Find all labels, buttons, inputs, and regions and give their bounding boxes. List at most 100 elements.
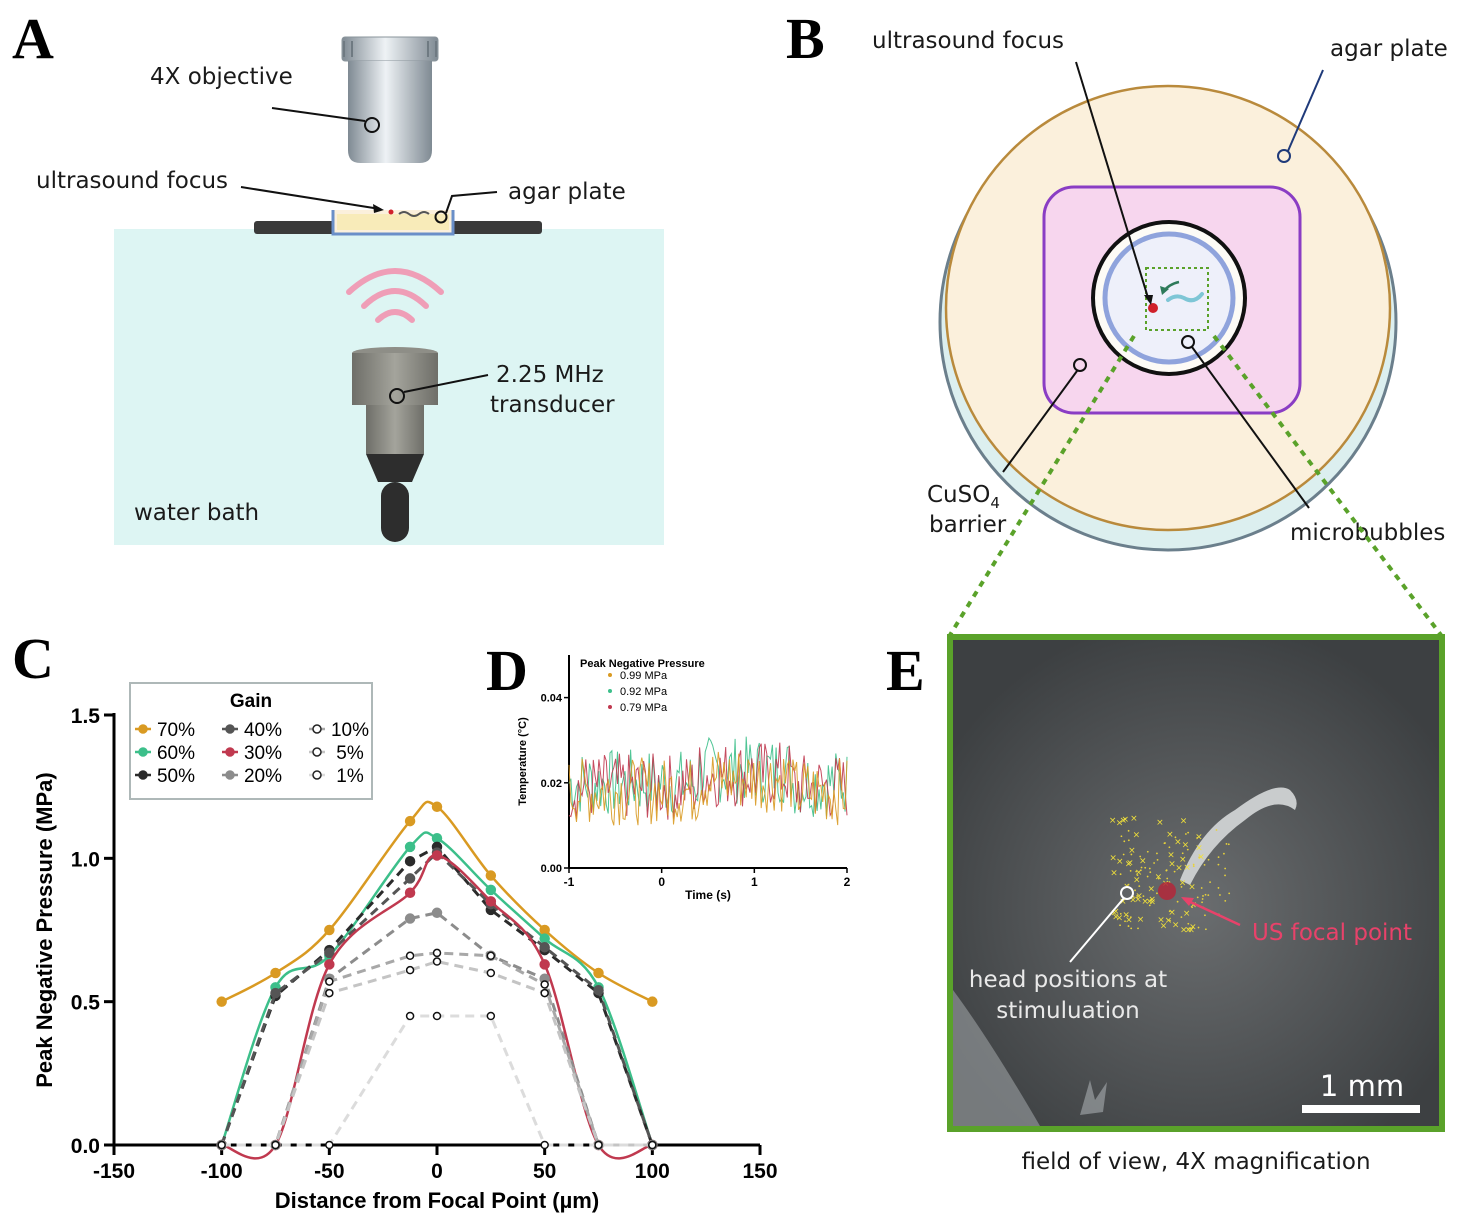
head-dot xyxy=(1166,877,1169,880)
head-dot xyxy=(1124,920,1126,923)
head-mark: × xyxy=(1137,915,1145,925)
point-70% xyxy=(216,996,227,1007)
head-mark: × xyxy=(1139,856,1147,866)
head-label-1: head positions at xyxy=(969,967,1167,993)
head-dot xyxy=(1196,896,1199,899)
head-dot xyxy=(1191,906,1194,909)
micrograph xyxy=(953,640,1439,1126)
point-70% xyxy=(431,801,443,812)
head-dot xyxy=(1204,914,1206,917)
legend-marker-d xyxy=(608,673,612,677)
head-mark: × xyxy=(1125,860,1133,870)
series-line-5% xyxy=(221,959,653,1147)
us-focal-spot xyxy=(1158,882,1176,900)
head-dot xyxy=(1209,881,1211,884)
head-dot xyxy=(1134,889,1136,892)
panel-b: B ultrasound focus agar plate CuSO4 barr… xyxy=(786,6,1448,637)
point-70% xyxy=(485,870,497,881)
head-dot xyxy=(1129,916,1132,919)
head-dot xyxy=(1227,843,1230,846)
point-70% xyxy=(593,967,604,979)
head-dot xyxy=(1180,916,1183,918)
head-dot xyxy=(1217,863,1220,866)
head-dot xyxy=(1181,852,1184,855)
head-label-2: stimuluation xyxy=(996,998,1140,1024)
point-30% xyxy=(485,896,497,907)
water-bath-label: water bath xyxy=(134,500,259,526)
point-10% xyxy=(540,980,549,989)
legend-label-d-0.92 MPa: 0.92 MPa xyxy=(620,686,668,698)
head-mark: × xyxy=(1179,855,1187,865)
panel-d: D -1 0 1 2 0.00 0.02 0.04 Time (s) Temperature (… xyxy=(486,638,851,902)
head-dot xyxy=(1187,831,1190,834)
legend-marker-30% xyxy=(225,747,235,757)
head-mark: × xyxy=(1183,863,1191,873)
x-tick-label-d: -1 xyxy=(564,875,575,889)
x-tick-label-c: 50 xyxy=(533,1160,556,1183)
point-10% xyxy=(432,948,442,958)
head-mark: × xyxy=(1185,926,1193,936)
x-tick-label-d: 2 xyxy=(844,875,851,889)
legend-marker-10% xyxy=(312,724,322,734)
head-dot xyxy=(1126,914,1129,917)
x-tick-label-d: 1 xyxy=(751,875,758,889)
point-10% xyxy=(325,977,334,986)
head-mark: × xyxy=(1146,897,1154,907)
y-tick-label-c: 0.0 xyxy=(71,1135,100,1158)
cuso4-barrier-outline xyxy=(1042,185,1302,415)
x-tick-label-c: 0 xyxy=(431,1160,443,1183)
micrograph-caption: field of view, 4X magnification xyxy=(1021,1149,1370,1175)
head-mark: × xyxy=(1149,897,1157,907)
head-mark: × xyxy=(1172,921,1180,931)
head-position-marks: ×××××××××× ×××××××××××××××××××××××××× ××××… xyxy=(1109,814,1231,936)
x-tick-label-c: 100 xyxy=(635,1160,670,1183)
head-dot xyxy=(1119,924,1121,927)
legend-c-frame xyxy=(129,682,373,800)
point-20% xyxy=(431,907,443,919)
micrograph-frame xyxy=(947,634,1445,1132)
point-60% xyxy=(431,833,443,844)
head-dot xyxy=(1202,895,1204,897)
head-dot xyxy=(1163,842,1166,845)
legend-d-title: Peak Negative Pressure xyxy=(580,658,705,670)
head-mark: × xyxy=(1180,926,1188,936)
point-10% xyxy=(405,951,415,961)
head-dot xyxy=(1201,898,1204,900)
head-dot xyxy=(1127,925,1130,927)
head-dot xyxy=(1203,863,1206,866)
x-tick-label-d: 0 xyxy=(658,875,665,889)
series-line-1% xyxy=(221,1014,653,1147)
head-dot xyxy=(1144,866,1147,869)
head-dot xyxy=(1168,910,1171,913)
head-dot xyxy=(1207,894,1210,897)
head-dot xyxy=(1127,883,1130,886)
x-tick-label-c: -50 xyxy=(314,1160,344,1183)
head-dot xyxy=(1225,843,1228,845)
head-dot xyxy=(1139,869,1142,872)
head-mark: × xyxy=(1165,916,1173,926)
point-1% xyxy=(271,1140,280,1150)
head-dot xyxy=(1217,887,1220,889)
head-dot xyxy=(1197,926,1200,929)
legend-label-50%: 50% xyxy=(157,766,195,787)
head-mark: × xyxy=(1128,846,1136,856)
head-mark: × xyxy=(1109,816,1117,826)
head-dot xyxy=(1217,856,1220,858)
cuso4-label: CuSO4 xyxy=(927,482,1000,512)
head-mark: × xyxy=(1135,892,1143,902)
fov-box xyxy=(1145,267,1209,331)
y-tick-label-c: 1.5 xyxy=(71,705,101,728)
head-dot xyxy=(1223,852,1225,855)
head-mark: × xyxy=(1183,909,1191,919)
legend-label-1%: 1% xyxy=(336,766,364,787)
panel-e-letter: E xyxy=(886,638,925,703)
panel-c-letter: C xyxy=(12,626,54,691)
head-dot xyxy=(1224,899,1227,902)
head-mark: × xyxy=(1156,818,1164,828)
point-1% xyxy=(432,1011,442,1021)
point-70% xyxy=(647,996,658,1007)
point-10% xyxy=(486,951,496,961)
legend-label-d-0.99 MPa: 0.99 MPa xyxy=(620,670,668,682)
point-20% xyxy=(404,913,416,924)
head-mark: × xyxy=(1116,857,1124,867)
